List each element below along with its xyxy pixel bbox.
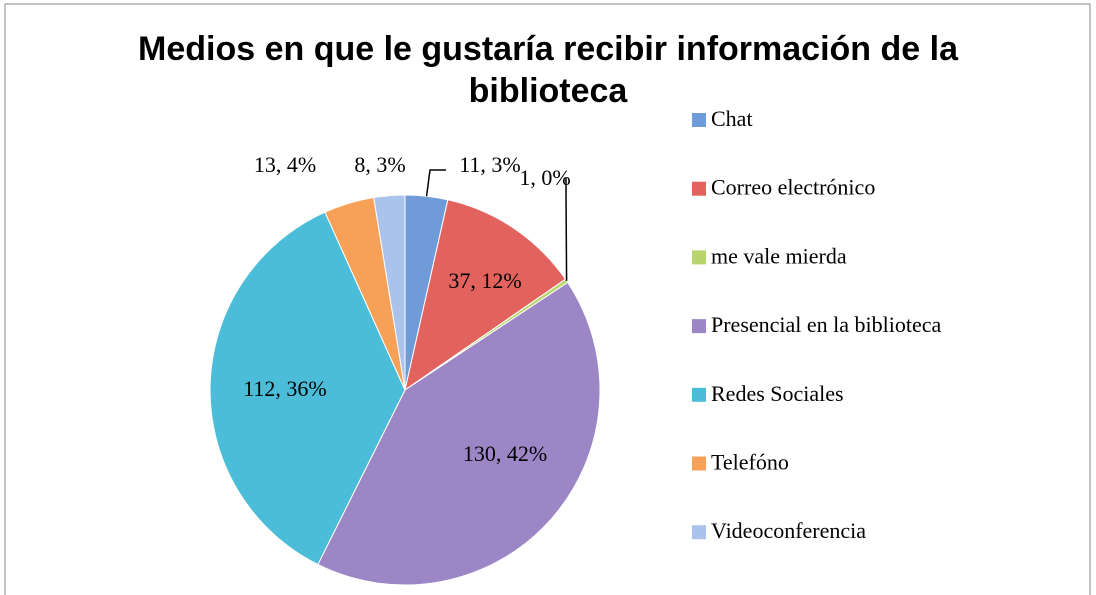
pie-slice bbox=[317, 281, 601, 586]
legend-label: Presencial en la biblioteca bbox=[711, 312, 942, 337]
data-label: 11, 3% bbox=[459, 152, 521, 177]
data-label: 112, 36% bbox=[243, 376, 327, 401]
pie-slice bbox=[373, 194, 406, 391]
legend-swatch bbox=[692, 181, 706, 196]
legend-label: Correo electrónico bbox=[711, 175, 875, 200]
legend-label: Chat bbox=[711, 106, 753, 131]
pie-slice bbox=[404, 199, 567, 392]
leader-line bbox=[425, 169, 446, 197]
legend-label: me vale mierda bbox=[711, 243, 847, 268]
legend-swatch bbox=[692, 525, 706, 540]
legend-label: Redes Sociales bbox=[711, 381, 844, 406]
data-label: 8, 3% bbox=[354, 152, 405, 177]
data-label: 37, 12% bbox=[448, 268, 521, 293]
data-label: 1, 0% bbox=[519, 165, 570, 190]
leader-line bbox=[565, 178, 568, 281]
legend-label: Videoconferencia bbox=[711, 518, 866, 543]
chart-frame bbox=[4, 3, 1091, 595]
legend-label: Telefóno bbox=[711, 450, 789, 475]
legend-swatch bbox=[692, 319, 706, 334]
legend-swatch bbox=[692, 113, 706, 127]
chart-title: Medios en que le gustaría recibir inform… bbox=[138, 30, 958, 110]
data-label: 130, 42% bbox=[463, 441, 547, 466]
legend-swatch bbox=[692, 250, 706, 265]
data-label: 13, 4% bbox=[254, 152, 316, 177]
legend-swatch bbox=[692, 387, 706, 402]
pie-slice bbox=[209, 211, 406, 566]
legend-swatch bbox=[692, 456, 706, 471]
